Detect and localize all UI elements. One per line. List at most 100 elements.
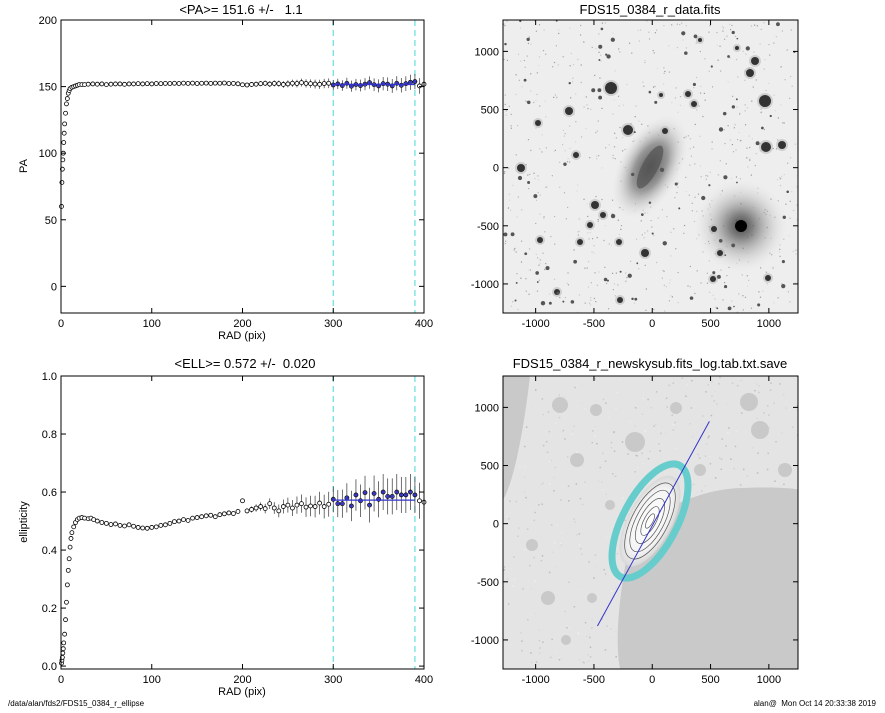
pa-data-point — [299, 80, 304, 85]
faint-star — [598, 59, 601, 61]
star — [605, 82, 617, 94]
noise-speck — [722, 26, 724, 28]
noise-speck — [709, 455, 711, 458]
noise-speck — [672, 382, 675, 384]
noise-speck — [758, 391, 760, 394]
data-image-title: FDS15_0384_r_data.fits — [580, 2, 721, 17]
noise-speck — [534, 612, 537, 615]
noise-speck — [512, 585, 515, 587]
noise-speck — [725, 163, 727, 165]
noise-speck — [681, 377, 684, 379]
faint-star — [786, 190, 790, 194]
noise-speck — [597, 120, 599, 122]
noise-speck — [787, 444, 790, 446]
ell-data-point — [172, 519, 177, 525]
noise-speck — [546, 451, 549, 454]
faint-star — [678, 207, 681, 210]
pa-xtick-label: 200 — [233, 318, 251, 330]
faint-star — [510, 232, 515, 237]
noise-speck — [596, 158, 598, 160]
noise-speck — [671, 24, 673, 26]
model-image-ytick-label: 500 — [481, 461, 499, 473]
noise-speck — [703, 92, 706, 95]
noise-speck — [509, 199, 511, 201]
ell-fit-point — [408, 490, 412, 494]
faint-star — [633, 131, 636, 134]
noise-speck — [709, 462, 712, 465]
noise-speck — [551, 638, 553, 641]
noise-speck — [594, 435, 596, 437]
noise-speck — [704, 99, 706, 101]
noise-speck — [790, 29, 793, 31]
star — [759, 95, 771, 107]
noise-speck — [542, 252, 544, 254]
pa-data-point — [176, 81, 182, 86]
pa-data-point — [85, 81, 91, 87]
noise-speck — [591, 441, 594, 444]
noise-speck — [587, 260, 590, 263]
noise-speck — [785, 203, 787, 205]
noise-speck — [708, 435, 710, 437]
noise-speck — [756, 472, 759, 474]
noise-speck — [742, 468, 745, 471]
noise-speck — [520, 60, 522, 62]
faint-star — [745, 46, 750, 51]
pa-data-point — [99, 81, 105, 87]
noise-speck — [778, 463, 781, 466]
ell-axis-ticks: 0 100 200 300 400 0.0 0.2 0.4 0.6 0.8 1.0 — [42, 371, 433, 686]
noise-speck — [614, 70, 616, 72]
noise-speck — [783, 122, 786, 124]
noise-speck — [635, 105, 637, 107]
noise-speck — [672, 424, 675, 426]
noise-speck — [735, 469, 737, 471]
footer-timestamp: alan@ Mon Oct 14 20:33:38 2019 — [754, 699, 877, 708]
noise-speck — [546, 628, 549, 631]
noise-speck — [583, 662, 586, 664]
noise-speck — [525, 164, 527, 166]
ell-data-point — [208, 512, 214, 518]
noise-speck — [789, 97, 791, 100]
faint-star — [736, 181, 738, 184]
noise-speck — [577, 311, 579, 313]
noise-speck — [558, 32, 560, 35]
noise-speck — [571, 430, 574, 433]
noise-speck — [634, 454, 637, 456]
noise-speck — [685, 395, 687, 398]
noise-speck — [606, 282, 608, 285]
noise-speck — [535, 253, 537, 255]
noise-speck — [507, 577, 509, 580]
noise-speck — [728, 427, 730, 429]
noise-speck — [614, 295, 617, 297]
noise-speck — [503, 569, 506, 571]
noise-speck — [578, 659, 581, 661]
noise-speck — [626, 276, 628, 279]
noise-speck — [605, 536, 607, 539]
pa-fit-point — [349, 84, 353, 88]
noise-speck — [539, 647, 541, 649]
ell-data-point — [113, 521, 118, 527]
noise-speck — [634, 425, 636, 428]
noise-speck — [591, 618, 593, 620]
noise-speck — [677, 271, 679, 274]
faint-star — [712, 271, 716, 275]
noise-speck — [584, 267, 586, 269]
noise-speck — [796, 434, 798, 437]
noise-speck — [689, 164, 691, 166]
noise-speck — [647, 230, 649, 232]
pa-data-point — [199, 80, 205, 86]
noise-speck — [578, 593, 581, 595]
noise-speck — [794, 143, 797, 145]
noise-speck — [689, 286, 691, 288]
noise-speck — [664, 70, 666, 73]
pa-data-point — [240, 82, 245, 88]
faint-star — [603, 277, 608, 282]
noise-speck — [557, 64, 559, 66]
noise-speck — [520, 261, 523, 263]
noise-speck — [709, 291, 711, 293]
noise-speck — [792, 426, 794, 428]
noise-speck — [526, 55, 528, 57]
faint-star — [548, 301, 552, 305]
data-image-ytick-label: 500 — [481, 105, 499, 117]
noise-speck — [658, 442, 660, 445]
noise-speck — [579, 548, 582, 550]
